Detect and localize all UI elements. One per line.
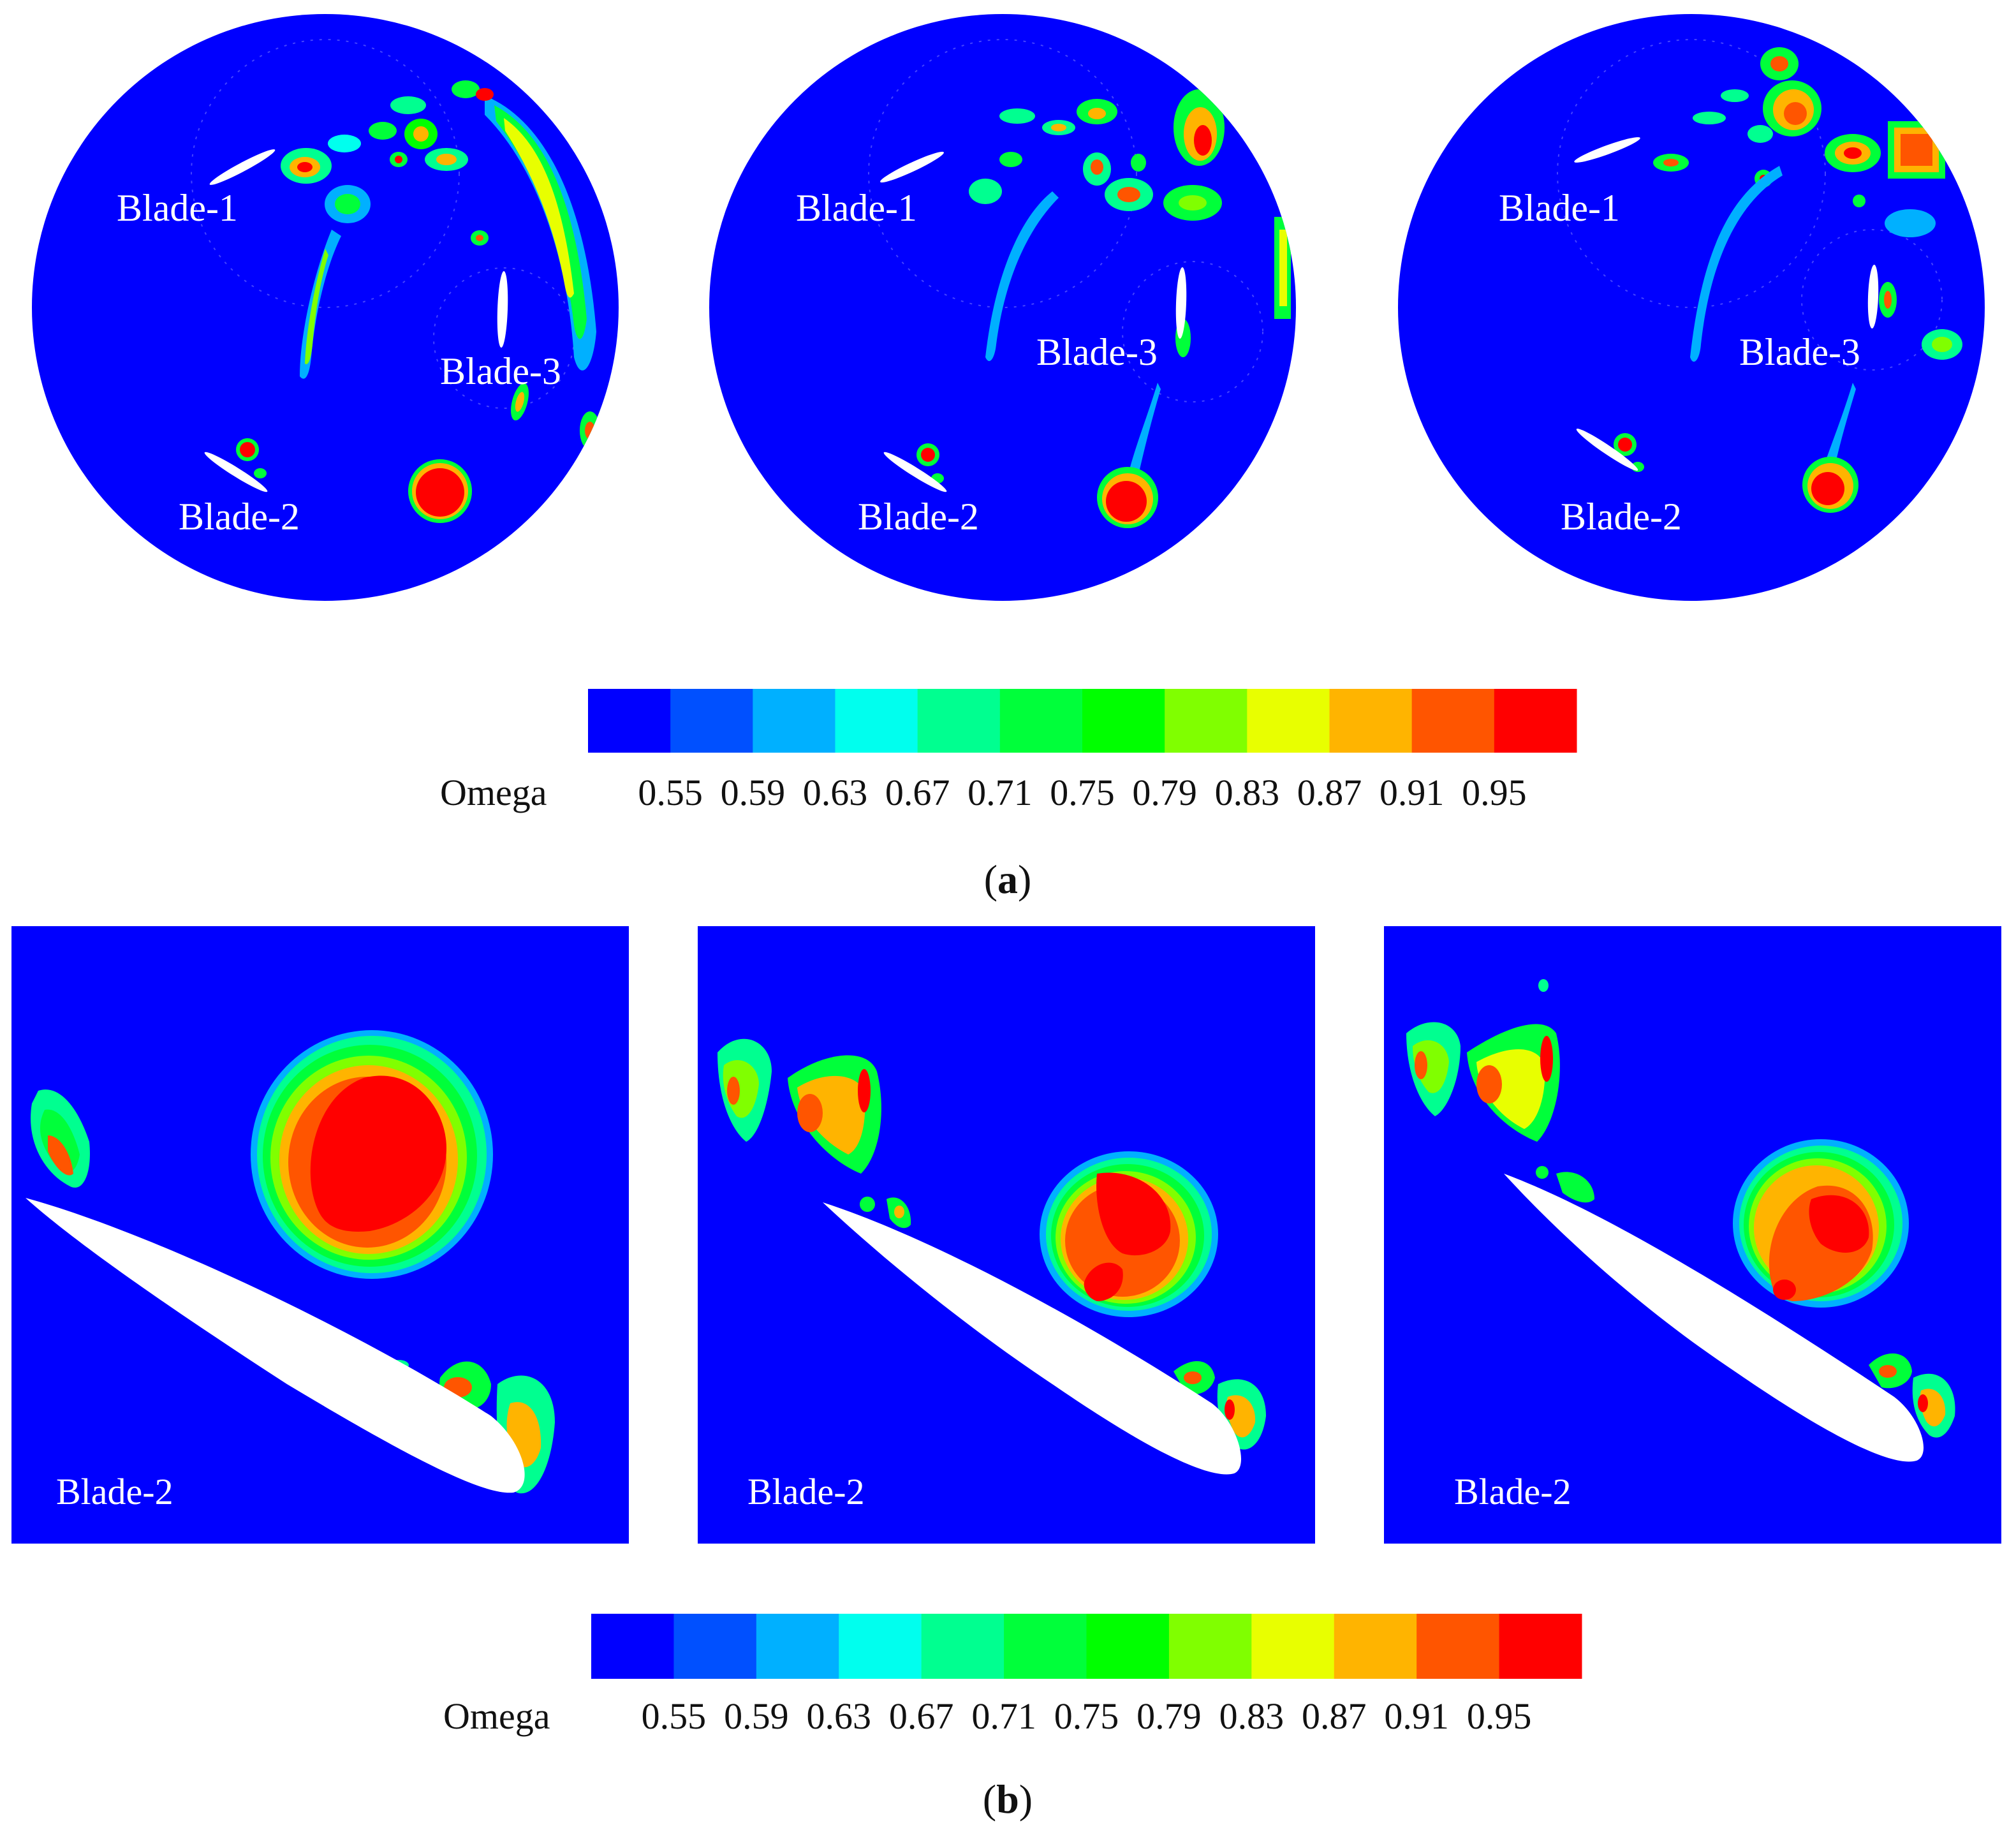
colorbar-swatch — [670, 689, 753, 753]
colorbar-swatch — [753, 689, 835, 753]
colorbar-tick-label: 0.87 — [1302, 1695, 1367, 1737]
blade-3-airfoil — [497, 271, 508, 348]
colorbar-tick-label: 0.67 — [885, 772, 950, 813]
colorbar-swatch — [1165, 689, 1247, 753]
blade-2-label: Blade-2 — [1561, 496, 1682, 538]
colorbar-swatch — [1168, 1614, 1252, 1679]
vortex-field — [868, 39, 1291, 528]
colorbar-a: Omega 0.55 0.59 0.63 0.67 0.71 0.75 0.79 0.83 0.… — [440, 689, 1577, 813]
colorbar-tick-label: 0.55 — [638, 772, 703, 813]
blade-3-label: Blade-3 — [1739, 331, 1860, 373]
colorbar-tick-label: 0.63 — [807, 1695, 872, 1737]
colorbar-tick-label: 0.59 — [724, 1695, 789, 1737]
domain-view-a1: Blade-1 Blade-3 Blade-2 — [32, 14, 619, 601]
colorbar-tick-label: 0.87 — [1297, 772, 1362, 813]
zoom-view-b2: Blade-2 — [698, 926, 1315, 1544]
colorbar-swatch — [1499, 1614, 1582, 1679]
vortex-field — [191, 39, 600, 523]
colorbar-tick-label: 0.75 — [1050, 772, 1115, 813]
colorbar-variable-label: Omega — [440, 772, 547, 813]
colorbar-swatch — [1494, 689, 1577, 753]
colorbar-swatch — [1416, 1614, 1500, 1679]
colorbar-tick-label: 0.83 — [1215, 772, 1280, 813]
blade-1-airfoil — [209, 149, 276, 185]
blade-2-airfoil — [204, 452, 268, 492]
blade-1-airfoil — [1574, 137, 1640, 163]
colorbar-tick-label: 0.71 — [968, 772, 1033, 813]
blade-3-airfoil — [1867, 265, 1879, 328]
blade-1-airfoil — [880, 151, 944, 183]
blade-1-label: Blade-1 — [117, 187, 238, 229]
colorbar-ticks: 0.55 0.59 0.63 0.67 0.71 0.75 0.79 0.83 0.87 0.91… — [638, 772, 1526, 813]
blade-1-label: Blade-1 — [796, 187, 917, 229]
colorbar-tick-label: 0.55 — [642, 1695, 707, 1737]
colorbar-swatch — [591, 1614, 674, 1679]
domain-view-a3: Blade-1 Blade-3 Blade-2 — [1398, 14, 1985, 601]
blade-3-label: Blade-3 — [1036, 331, 1158, 373]
domain-disk — [1398, 14, 1985, 601]
colorbar-swatches — [588, 689, 1577, 753]
blade-2-label: Blade-2 — [747, 1471, 865, 1512]
colorbar-swatch — [839, 1614, 922, 1679]
colorbar-ticks: 0.55 0.59 0.63 0.67 0.71 0.75 0.79 0.83 0.87 0.91… — [642, 1695, 1532, 1737]
colorbar-swatch — [673, 1614, 757, 1679]
zoom-view-b3: Blade-2 — [1384, 926, 2001, 1544]
blade-2-label: Blade-2 — [56, 1471, 173, 1512]
vortex-field — [31, 1030, 555, 1494]
colorbar-tick-label: 0.67 — [889, 1695, 954, 1737]
blade-2-label: Blade-2 — [858, 496, 979, 538]
colorbar-swatch — [1086, 1614, 1170, 1679]
blade-2-airfoil — [883, 452, 947, 492]
colorbar-swatch — [1329, 689, 1413, 753]
colorbar-tick-label: 0.75 — [1054, 1695, 1119, 1737]
colorbar-swatch — [835, 689, 918, 753]
colorbar-swatch — [999, 689, 1083, 753]
colorbar-swatch — [1247, 689, 1330, 753]
colorbar-b: Omega 0.55 0.59 0.63 0.67 0.71 0.75 0.79 0.83 0.… — [443, 1614, 1582, 1737]
blade-2-airfoil — [1576, 429, 1638, 471]
colorbar-swatch — [921, 1614, 1004, 1679]
blade-1-label: Blade-1 — [1499, 187, 1620, 229]
colorbar-tick-label: 0.83 — [1219, 1695, 1284, 1737]
colorbar-tick-label: 0.95 — [1467, 1695, 1532, 1737]
colorbar-tick-label: 0.71 — [971, 1695, 1036, 1737]
colorbar-swatch — [1334, 1614, 1417, 1679]
colorbar-swatch — [1004, 1614, 1087, 1679]
vortex-field — [717, 1038, 1266, 1450]
zoom-view-b1: Blade-2 — [11, 926, 629, 1544]
colorbar-swatch — [1082, 689, 1165, 753]
colorbar-swatch — [1411, 689, 1495, 753]
blade-2-airfoil — [26, 1198, 525, 1493]
panel-b: Blade-2 — [11, 926, 2001, 1822]
panel-a-caption: (a) — [984, 857, 1032, 902]
colorbar-tick-label: 0.59 — [721, 772, 786, 813]
colorbar-swatch — [1251, 1614, 1335, 1679]
vortex-field — [1406, 979, 1955, 1438]
blade-2-airfoil — [823, 1202, 1242, 1475]
blade-2-airfoil — [1504, 1174, 1924, 1462]
blade-2-label: Blade-2 — [179, 496, 300, 538]
colorbar-swatch — [756, 1614, 839, 1679]
colorbar-tick-label: 0.91 — [1380, 772, 1445, 813]
panel-b-caption: (b) — [983, 1776, 1033, 1822]
colorbar-swatch — [588, 689, 671, 753]
colorbar-tick-label: 0.63 — [803, 772, 868, 813]
colorbar-variable-label: Omega — [443, 1695, 550, 1737]
colorbar-swatches — [591, 1614, 1582, 1679]
colorbar-tick-label: 0.79 — [1137, 1695, 1202, 1737]
domain-view-a2: Blade-1 Blade-3 Blade-2 — [709, 14, 1296, 601]
blade-3-airfoil — [1175, 267, 1187, 339]
colorbar-tick-label: 0.95 — [1462, 772, 1527, 813]
colorbar-tick-label: 0.79 — [1132, 772, 1197, 813]
domain-disk — [32, 14, 619, 601]
colorbar-tick-label: 0.91 — [1384, 1695, 1449, 1737]
colorbar-swatch — [917, 689, 1001, 753]
panel-a: Blade-1 Blade-3 Blade-2 — [32, 14, 1985, 902]
blade-2-label: Blade-2 — [1454, 1471, 1571, 1512]
blade-3-label: Blade-3 — [440, 350, 561, 392]
